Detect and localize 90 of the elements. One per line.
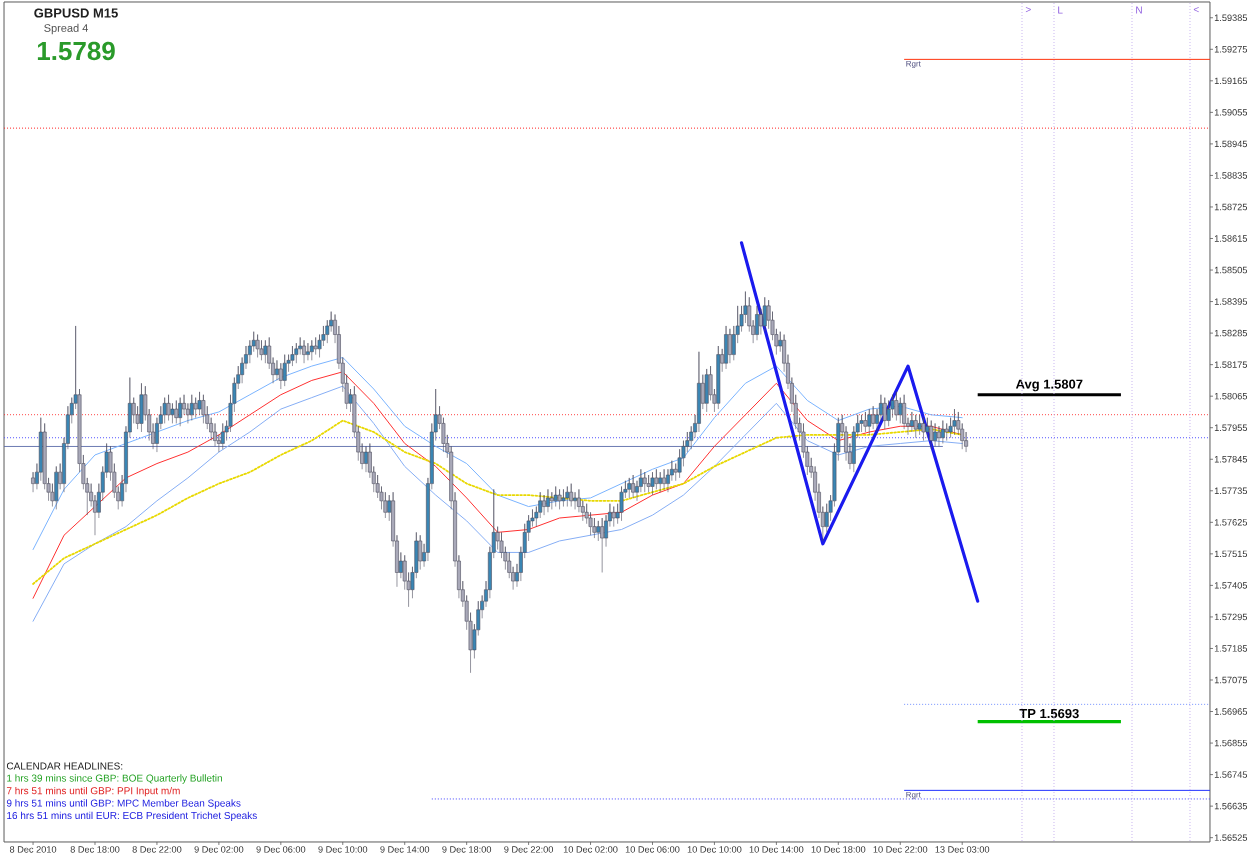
candlestick xyxy=(863,411,868,433)
candlestick xyxy=(170,403,175,424)
candlestick xyxy=(902,394,907,430)
candlestick xyxy=(658,471,663,493)
candlestick xyxy=(944,423,949,441)
candlestick xyxy=(220,423,225,450)
candlestick xyxy=(948,417,953,439)
candlestick xyxy=(650,471,655,496)
candlestick xyxy=(538,491,543,519)
candlestick xyxy=(917,414,922,436)
candlestick xyxy=(247,339,252,364)
candlestick xyxy=(627,477,632,499)
candlestick xyxy=(364,446,368,473)
candlestick xyxy=(162,397,167,424)
annotation: 1.5789 xyxy=(37,41,115,61)
candlestick xyxy=(549,491,554,510)
candlestick xyxy=(638,468,643,493)
candlestick xyxy=(383,491,388,519)
candlestick xyxy=(189,394,194,421)
candlestick xyxy=(573,491,577,510)
candlestick xyxy=(921,417,926,441)
candlestick xyxy=(611,506,616,527)
candlestick xyxy=(290,345,295,367)
line-series xyxy=(739,241,980,603)
candlestick xyxy=(298,337,303,355)
candlestick xyxy=(193,397,198,418)
candlestick xyxy=(213,423,217,447)
candlestick xyxy=(418,534,423,570)
candlestick xyxy=(964,431,969,453)
candlestick xyxy=(662,468,667,490)
candlestick xyxy=(755,305,759,341)
candlestick xyxy=(553,486,558,507)
candlestick xyxy=(716,345,721,410)
candlestick xyxy=(894,391,899,421)
candlestick xyxy=(313,337,318,355)
candlestick xyxy=(263,339,268,364)
candlestick xyxy=(259,339,264,361)
candlestick xyxy=(31,471,35,493)
candlestick xyxy=(677,448,682,479)
candlestick xyxy=(577,489,581,513)
candlestick xyxy=(325,319,330,344)
candlestick xyxy=(185,403,190,424)
candlestick xyxy=(588,511,593,536)
candlestick xyxy=(197,391,202,416)
candlestick xyxy=(278,362,283,390)
candlestick xyxy=(619,486,624,522)
candlestick xyxy=(940,420,945,444)
candlestick xyxy=(600,517,605,573)
candlestick xyxy=(54,466,59,510)
candlestick xyxy=(592,517,597,539)
candlestick xyxy=(255,334,260,358)
candlestick xyxy=(929,420,934,450)
candlestick xyxy=(867,408,872,436)
candlestick xyxy=(294,342,299,364)
candlestick xyxy=(646,474,651,493)
candlestick xyxy=(542,494,547,516)
candlestick xyxy=(317,334,322,358)
candlestick xyxy=(743,291,748,324)
candlestick xyxy=(654,468,659,490)
candlestick xyxy=(557,489,562,510)
candlestick xyxy=(178,397,183,427)
candlestick xyxy=(724,325,728,370)
candlestick xyxy=(697,351,701,433)
candlestick xyxy=(882,397,887,430)
candlestick xyxy=(642,471,647,493)
candlestick xyxy=(561,489,566,507)
candlestick xyxy=(201,394,206,424)
candlestick xyxy=(909,411,914,433)
candlestick xyxy=(886,400,891,427)
candlestick xyxy=(139,382,144,433)
candlestick xyxy=(166,394,171,421)
candlestick xyxy=(309,339,314,361)
candlestick xyxy=(302,339,306,364)
candlestick xyxy=(859,414,864,433)
candlestick xyxy=(565,486,570,507)
candlestick xyxy=(898,397,903,424)
candlestick xyxy=(666,468,670,493)
candlestick xyxy=(631,474,636,499)
candlestick xyxy=(933,423,938,447)
candlestick xyxy=(762,296,767,332)
candlestick xyxy=(282,354,287,387)
candlestick xyxy=(546,489,550,513)
candlestick xyxy=(952,408,957,436)
candlestick xyxy=(569,483,574,507)
candlestick xyxy=(306,342,310,361)
candlestick xyxy=(174,400,179,424)
candlestick xyxy=(275,360,279,381)
candlestick xyxy=(871,405,876,430)
candlestick xyxy=(937,425,941,447)
candlestick xyxy=(913,414,918,439)
